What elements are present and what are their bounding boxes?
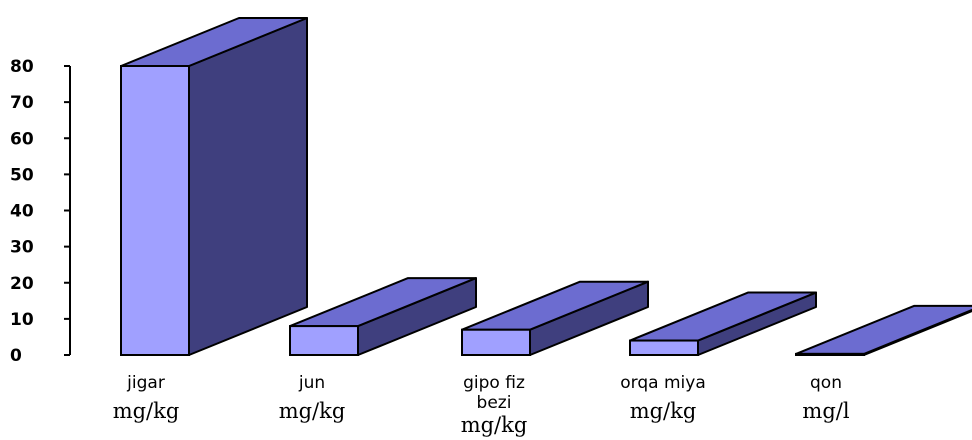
- category-name: gipo fiz: [463, 373, 525, 393]
- y-axis: 0 10 20 30 40 50 60 70 80: [10, 57, 71, 366]
- y-tick-label: 10: [10, 310, 34, 330]
- bar-front-face: [461, 328, 531, 356]
- y-tick-label: 80: [10, 57, 34, 77]
- bar: [289, 277, 477, 357]
- category-label: jigar mg/kg: [113, 373, 180, 423]
- y-tick-label: 20: [10, 274, 34, 294]
- bar: [461, 280, 649, 356]
- y-tick-label: 60: [10, 129, 34, 149]
- category-name: bezi: [477, 393, 512, 413]
- category-unit: mg/kg: [461, 413, 528, 437]
- category-unit: mg/kg: [279, 399, 346, 423]
- bars: [120, 17, 972, 357]
- y-tick-label: 30: [10, 238, 34, 258]
- y-tick-label: 0: [10, 346, 22, 366]
- bar-top-face: [795, 304, 972, 355]
- bar-front-face: [120, 65, 190, 356]
- bar-front-face: [629, 339, 699, 356]
- category-name: jigar: [126, 373, 165, 393]
- y-tick-label: 40: [10, 202, 34, 222]
- y-tick-label: 70: [10, 93, 34, 113]
- category-name: orqa miya: [620, 373, 705, 393]
- category-label: jun mg/kg: [279, 373, 346, 423]
- bar: [120, 17, 308, 356]
- category-unit: mg/kg: [113, 399, 180, 423]
- category-unit: mg/kg: [630, 399, 697, 423]
- bar: [629, 291, 817, 356]
- y-tick-label: 50: [10, 165, 34, 185]
- category-label: qon mg/l: [802, 373, 849, 423]
- bar-front-face: [289, 325, 359, 357]
- category-unit: mg/l: [802, 399, 849, 423]
- category-label: orqa miya mg/kg: [620, 373, 705, 423]
- bar-front-face: [795, 352, 865, 357]
- bar: [795, 304, 972, 357]
- bar-side-face: [188, 17, 308, 356]
- category-name: jun: [298, 373, 325, 393]
- category-name: qon: [810, 373, 842, 393]
